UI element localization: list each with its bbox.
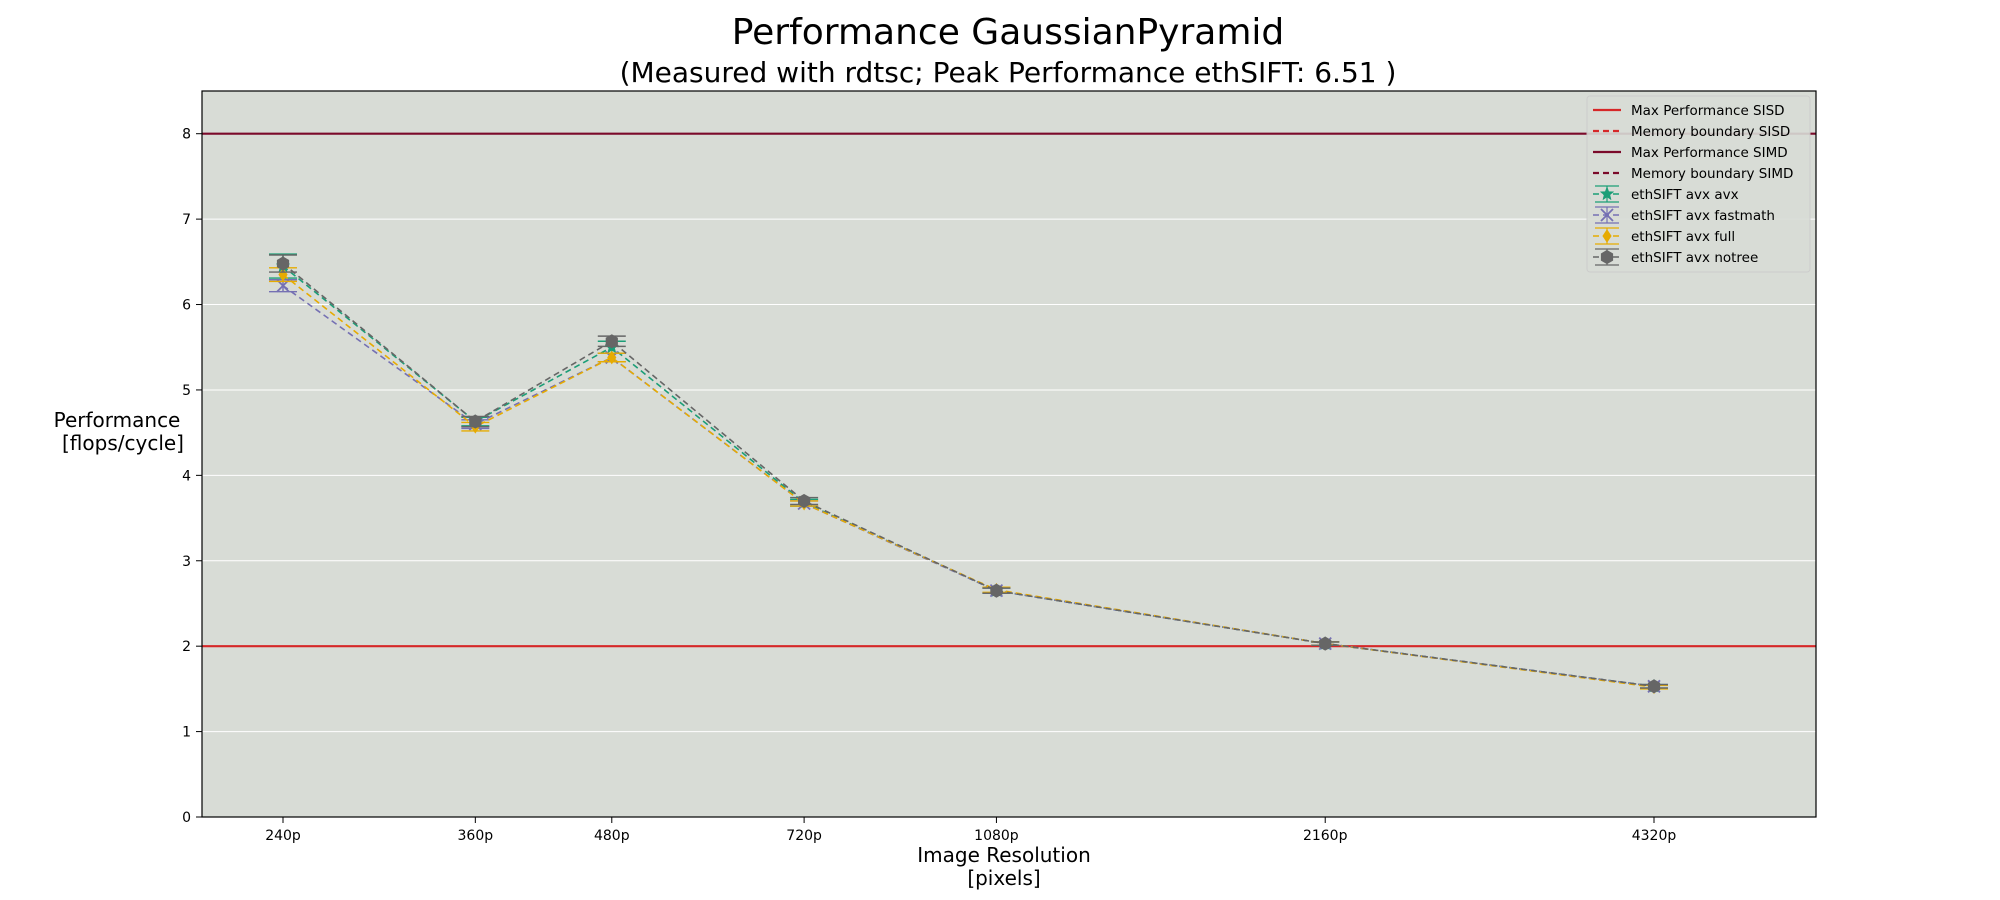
plot-frame (201, 90, 1817, 818)
x-axis-label-line2: [pixels] (967, 866, 1040, 890)
x-tick-label-4320p: 4320p (1632, 828, 1677, 844)
data-point-3-2 (605, 334, 618, 349)
legend-label-6: ethSIFT avx full (1631, 229, 1735, 245)
data-point-2-2 (607, 350, 617, 365)
x-tick-label-720p: 720p (786, 828, 822, 844)
y-tick-label-8: 8 (182, 127, 191, 143)
x-tick-label-360p: 360p (458, 828, 494, 844)
legend-item-1: Memory boundary SISD (1593, 124, 1790, 140)
y-tick-label-0: 0 (182, 810, 191, 826)
chart-title: Performance GaussianPyramid (732, 12, 1285, 53)
x-axis-label-line1: Image Resolution (917, 843, 1091, 867)
data-point-3-4 (990, 583, 1003, 598)
y-tick-label-4: 4 (182, 468, 191, 484)
legend-box (1586, 95, 1811, 273)
legend-item-7: ethSIFT avx notree (1593, 248, 1758, 266)
legend-marker-6 (1602, 229, 1612, 243)
y-tick-label-7: 7 (182, 212, 191, 228)
series-3 (269, 254, 1668, 694)
data-point-3-0 (276, 256, 290, 271)
data-point-3-3 (798, 493, 811, 509)
y-tick-label-1: 1 (182, 725, 191, 741)
y-axis-label-line1: Performance (54, 408, 181, 432)
chart-subtitle: (Measured with rdtsc; Peak Performance e… (620, 56, 1397, 89)
y-tick-label-5: 5 (182, 383, 191, 399)
legend-label-5: ethSIFT avx fastmath (1631, 208, 1775, 224)
legend-item-0: Max Performance SISD (1593, 103, 1785, 119)
data-point-3-1 (469, 414, 482, 429)
legend-item-5: ethSIFT avx fastmath (1593, 206, 1775, 224)
legend-label-0: Max Performance SISD (1631, 103, 1785, 119)
y-tick-label-6: 6 (182, 298, 191, 314)
legend: Max Performance SISD Memory boundary SISD… (1586, 95, 1811, 273)
x-tick-label-2160p: 2160p (1303, 828, 1348, 844)
plot-area (202, 91, 1816, 817)
reference-lines (202, 132, 1816, 648)
legend-item-4: ethSIFT avx avx (1593, 185, 1739, 203)
x-axis: 240p 360p 480p 720p 1080p 2160p 4320p (265, 817, 1676, 844)
y-tick-label-2: 2 (182, 639, 191, 655)
y-axis-label-line2: [flops/cycle] (62, 431, 184, 455)
legend-label-2: Max Performance SIMD (1631, 145, 1788, 161)
x-tick-label-1080p: 1080p (974, 828, 1019, 844)
y-axis: 0 1 2 3 4 5 6 7 8 (182, 127, 202, 826)
series-group (269, 253, 1668, 695)
legend-item-6: ethSIFT avx full (1593, 227, 1735, 245)
legend-marker-5 (1600, 208, 1614, 222)
x-tick-label-480p: 480p (594, 828, 630, 844)
legend-label-4: ethSIFT avx avx (1631, 187, 1739, 203)
legend-marker-7 (1600, 249, 1614, 265)
legend-label-3: Memory boundary SIMD (1631, 166, 1793, 182)
legend-label-7: ethSIFT avx notree (1631, 250, 1758, 266)
x-tick-label-240p: 240p (265, 828, 301, 844)
legend-label-1: Memory boundary SISD (1631, 124, 1790, 140)
data-point-3-5 (1319, 636, 1332, 651)
legend-marker-4 (1599, 186, 1615, 201)
legend-item-3: Memory boundary SIMD (1593, 166, 1793, 182)
data-point-3-6 (1647, 679, 1661, 694)
legend-item-2: Max Performance SIMD (1593, 145, 1788, 161)
y-tick-label-3: 3 (182, 554, 191, 570)
